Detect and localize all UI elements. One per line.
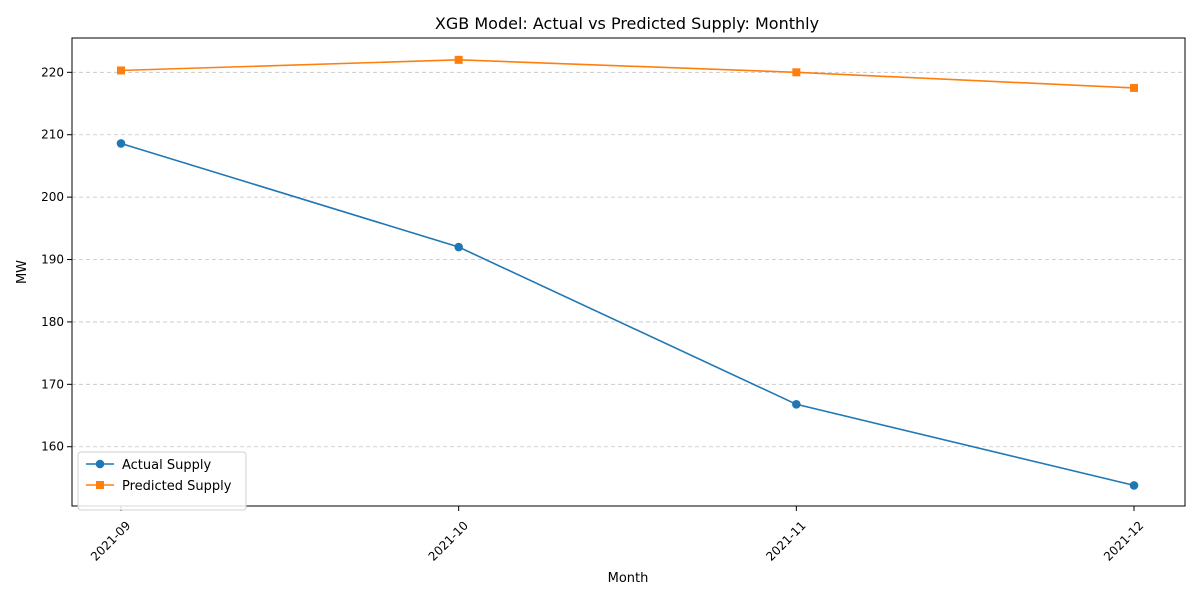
x-axis: 2021-09 2021-10 2021-11 2021-12: [88, 506, 1146, 564]
series-line: [120, 59, 1135, 89]
series-1: [117, 55, 1138, 92]
data-point: [792, 68, 801, 77]
legend-marker: [95, 459, 105, 469]
y-axis-label: MW: [15, 260, 30, 284]
legend-marker: [96, 481, 104, 489]
y-tick-label: 220: [41, 65, 64, 79]
y-tick-label: 160: [41, 440, 64, 454]
x-tick-label: 2021-09: [88, 518, 133, 563]
data-point: [792, 399, 801, 409]
data-point: [1130, 83, 1138, 92]
legend-item: Actual Supply: [86, 458, 211, 473]
legend-frame: [77, 451, 247, 511]
data-point: [454, 55, 463, 64]
y-axis: 160 170 180 190 200 210 220: [41, 65, 72, 454]
x-tick-label: 2021-11: [763, 518, 808, 563]
y-tick-label: 180: [41, 315, 64, 329]
y-tick-label: 200: [41, 190, 64, 204]
series-0: [116, 139, 1139, 490]
data-point: [116, 139, 126, 148]
plot-frame: [71, 37, 1186, 507]
legend: Actual Supply Predicted Supply: [77, 451, 247, 511]
chart-title: XGB Model: Actual vs Predicted Supply: M…: [435, 14, 819, 33]
series-line: [120, 142, 1135, 487]
x-tick-label: 2021-12: [1101, 518, 1146, 563]
data-point: [117, 66, 125, 75]
grid-layer: [72, 71, 1185, 448]
legend-label: Predicted Supply: [122, 479, 232, 494]
legend-item: Predicted Supply: [86, 479, 232, 494]
x-tick-label: 2021-10: [426, 518, 471, 563]
y-tick-label: 190: [41, 253, 64, 267]
data-point: [454, 242, 463, 252]
x-axis-label: Month: [608, 571, 649, 586]
series-layer: [116, 55, 1139, 490]
y-tick-label: 170: [41, 377, 64, 391]
legend-label: Actual Supply: [122, 458, 211, 473]
data-point: [1129, 481, 1139, 490]
y-tick-label: 210: [41, 128, 64, 142]
